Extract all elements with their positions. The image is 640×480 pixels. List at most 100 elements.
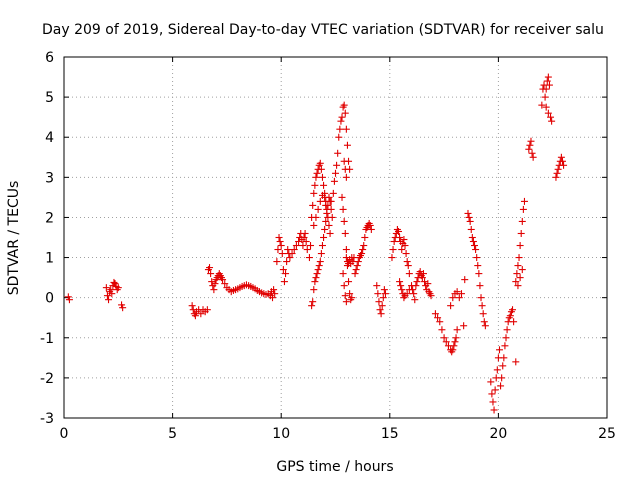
data-point [538,101,546,109]
data-point [273,258,281,266]
data-point [343,141,351,149]
data-point [529,153,537,161]
data-point [307,242,315,250]
data-point [436,318,444,326]
data-point [518,217,526,225]
data-point [411,296,419,304]
data-point [340,282,348,290]
data-point [334,149,342,157]
data-point [418,274,426,282]
data-point [491,386,499,394]
data-point [398,286,406,294]
data-point [318,173,326,181]
data-point [342,125,350,133]
data-point [345,278,353,286]
data-point [479,310,487,318]
data-point [373,282,381,290]
data-point [394,227,402,235]
data-point [480,318,488,326]
data-point [332,169,339,177]
data-point [301,229,309,237]
y-tick-label: 2 [45,210,54,226]
data-point [337,117,345,125]
data-point [398,246,406,254]
data-point [552,173,560,181]
data-point [341,109,349,117]
data-point [481,322,489,330]
data-point [275,234,283,241]
x-tick-label: 25 [598,426,616,442]
data-point [102,284,110,292]
data-point [361,234,369,241]
data-point [114,284,122,292]
data-point [451,338,459,346]
data-point [412,282,420,290]
data-point [475,270,483,278]
data-point [330,177,338,185]
data-point [419,270,427,278]
data-point [490,406,498,414]
data-points [64,73,568,414]
data-point [346,290,354,298]
data-point [519,205,527,213]
data-point [560,161,568,169]
data-point [315,262,323,270]
data-point [527,137,535,145]
data-point [513,270,521,278]
data-point [320,234,328,241]
data-point [311,181,319,189]
data-point [487,378,495,386]
data-point [326,197,334,205]
data-point [323,209,331,217]
data-point [518,266,526,274]
data-point [434,314,442,322]
data-point [526,141,534,149]
data-point [328,213,336,221]
data-point [207,270,215,278]
data-point [299,242,307,250]
data-point [105,296,113,304]
data-point [340,157,348,165]
data-point [457,290,465,298]
data-point [327,205,335,213]
data-point [316,159,324,167]
data-point [498,374,506,382]
data-point [340,101,348,109]
data-point [108,290,116,298]
data-point [460,322,468,330]
data-point [515,254,523,262]
data-point [520,197,528,205]
data-point [501,342,509,350]
data-point [488,390,496,398]
data-point [405,270,413,278]
data-point [310,221,318,229]
data-point [277,242,285,250]
y-tick-label: 1 [45,251,54,267]
y-tick-label: -2 [40,371,54,387]
data-point [512,358,520,366]
data-point [317,250,325,258]
data-point [276,238,284,246]
data-point [359,246,367,254]
data-point [322,201,330,209]
data-point [510,318,518,326]
data-point [280,278,288,286]
y-tick-label: 5 [45,90,54,106]
data-point [541,93,549,101]
data-point [316,258,324,266]
data-point [377,310,385,318]
data-point [401,242,409,250]
grid [64,57,607,418]
data-point [473,254,481,262]
data-point [310,286,318,294]
data-point [342,173,350,181]
data-point [544,109,552,117]
plot-frame [63,56,608,419]
data-point [502,334,510,342]
data-point [409,286,417,294]
data-point [461,276,469,284]
data-point [525,145,533,153]
y-axis-label: SDTVAR / TECUs [6,181,22,296]
data-point [548,117,556,125]
